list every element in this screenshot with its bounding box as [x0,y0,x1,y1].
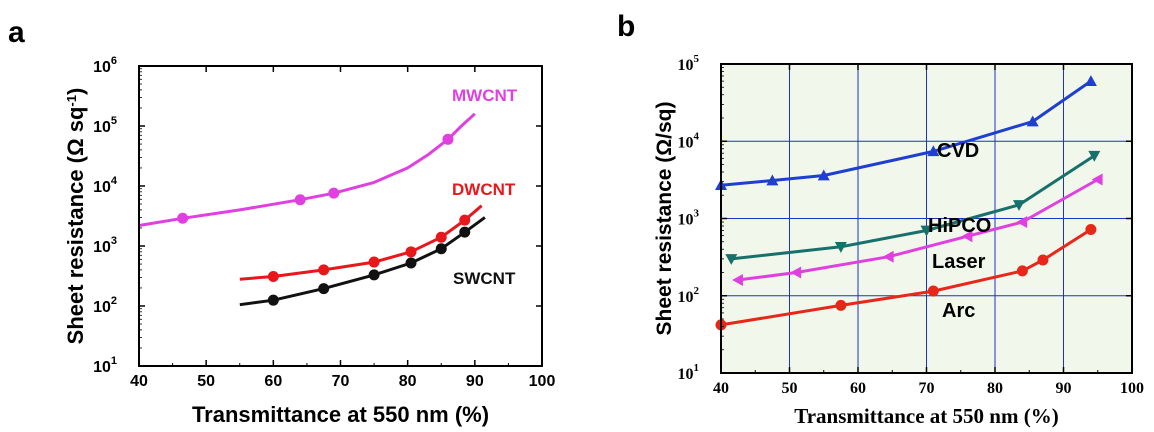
chart-panel-b: 40 50 60 70 80 90 100 101 102 103 104 105 Transmit… [653,53,1144,428]
data-point-laser [790,266,802,279]
data-point-swcnt [368,269,380,281]
x-tick-label: 80 [987,380,1003,397]
data-point-cvd [766,174,779,186]
x-tick-label: 40 [130,373,148,390]
series-line-arc [720,228,1092,327]
data-point-mwcnt [294,194,306,206]
y-tick-label: 102 [93,295,117,316]
data-point-dwcnt [435,231,447,243]
data-point-dwcnt [368,256,380,268]
series-label-arc: Arc [942,300,975,322]
x-tick-label: 100 [1120,380,1144,397]
chart-panel-a: 40 50 60 70 80 90 100 101 102 103 104 105 106 Trans… [63,55,555,427]
data-point-cvd [927,145,940,157]
data-point-hipco [1012,200,1025,211]
data-point-mwcnt [177,212,189,224]
x-tick-label: 90 [1056,380,1072,397]
data-point-arc [1037,254,1049,266]
x-tick-label: 70 [332,373,350,390]
x-axis-label-b: Transmittance at 550 nm (%) [794,404,1058,428]
data-point-swcnt [267,294,279,306]
series-line-cvd [720,79,1092,187]
panel-letter-b: b [617,10,635,43]
y-tick-label: 103 [678,208,700,229]
y-tick-label: 101 [93,355,117,376]
data-point-laser [1091,173,1103,186]
series-label-hipco: HiPCO [928,215,991,237]
data-point-dwcnt [318,264,330,276]
data-point-dwcnt [459,214,471,226]
y-tick-label: 103 [93,235,117,256]
data-point-laser [882,250,894,263]
x-tick-label: 60 [264,373,282,390]
y-axis-label-b: Sheet resistance (Ω/sq) [653,102,676,336]
series-label-cvd: CVD [937,140,979,162]
data-point-arc [1085,224,1097,236]
x-tick-label: 80 [399,373,417,390]
data-point-mwcnt [442,133,454,145]
series-label-swcnt: SWCNT [453,269,516,288]
data-point-hipco [725,254,738,265]
data-point-laser [732,273,743,286]
y-tick-label: 105 [93,115,117,136]
y-tick-label: 104 [93,175,118,196]
data-point-hipco [1088,150,1101,162]
y-axis-label-a: Sheet resistance (Ω sq-1) [63,88,88,345]
series-label-dwcnt: DWCNT [452,180,516,199]
data-point-dwcnt [405,246,417,258]
data-point-cvd [1026,115,1039,127]
data-point-hipco [834,242,847,253]
y-tick-label: 101 [678,362,700,383]
y-tick-label: 105 [678,53,700,74]
data-point-arc [835,299,847,311]
series-label-mwcnt: MWCNT [452,86,518,105]
data-point-arc [927,285,939,297]
x-tick-label: 100 [529,373,556,390]
data-point-mwcnt [328,187,340,199]
x-tick-label: 50 [197,373,215,390]
series-line-mwcnt [138,112,476,227]
data-point-cvd [817,169,830,181]
data-point-swcnt [435,243,447,255]
data-point-dwcnt [267,271,279,283]
x-tick-label: 90 [466,373,484,390]
y-tick-label: 106 [93,55,117,76]
series-line-laser [737,178,1099,282]
data-point-cvd [1084,75,1097,86]
data-point-arc [1016,265,1028,277]
x-tick-label: 70 [919,380,935,397]
series-label-laser: Laser [932,251,986,273]
data-point-hipco [920,225,933,237]
x-tick-label: 50 [782,380,798,397]
y-tick-label: 104 [678,130,700,151]
data-point-swcnt [405,257,417,269]
x-axis-label-a: Transmittance at 550 nm (%) [192,402,489,427]
x-tick-label: 60 [850,380,866,397]
y-tick-label: 102 [678,285,700,306]
data-point-laser [1016,216,1028,229]
x-tick-label: 40 [713,380,729,397]
panel-letter-a: a [8,16,25,49]
data-point-laser [961,230,973,243]
data-point-swcnt [318,283,330,295]
data-point-swcnt [459,226,471,238]
